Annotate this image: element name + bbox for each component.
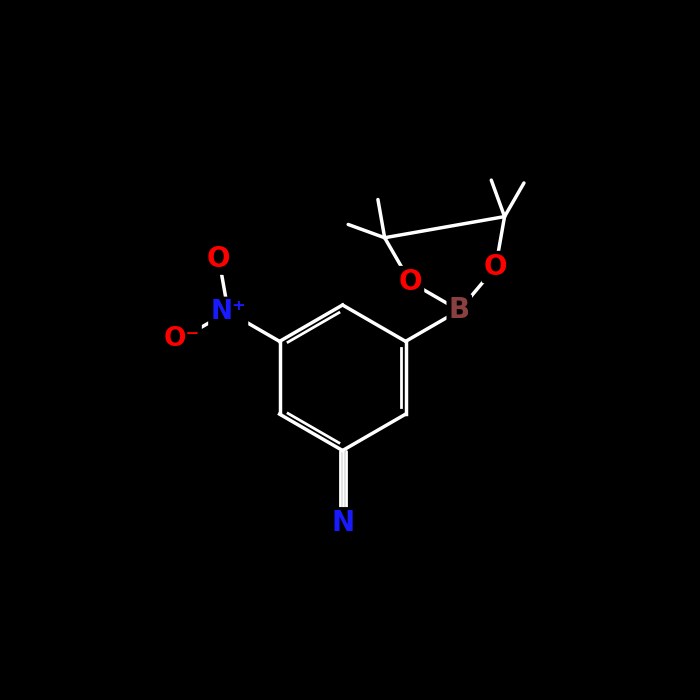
Text: O⁻: O⁻ [163,326,200,351]
Text: N⁺: N⁺ [210,299,246,325]
Text: O: O [398,268,422,296]
Text: B: B [449,296,470,324]
Text: O: O [207,244,230,272]
Text: O: O [484,253,508,281]
Text: N: N [331,510,354,538]
